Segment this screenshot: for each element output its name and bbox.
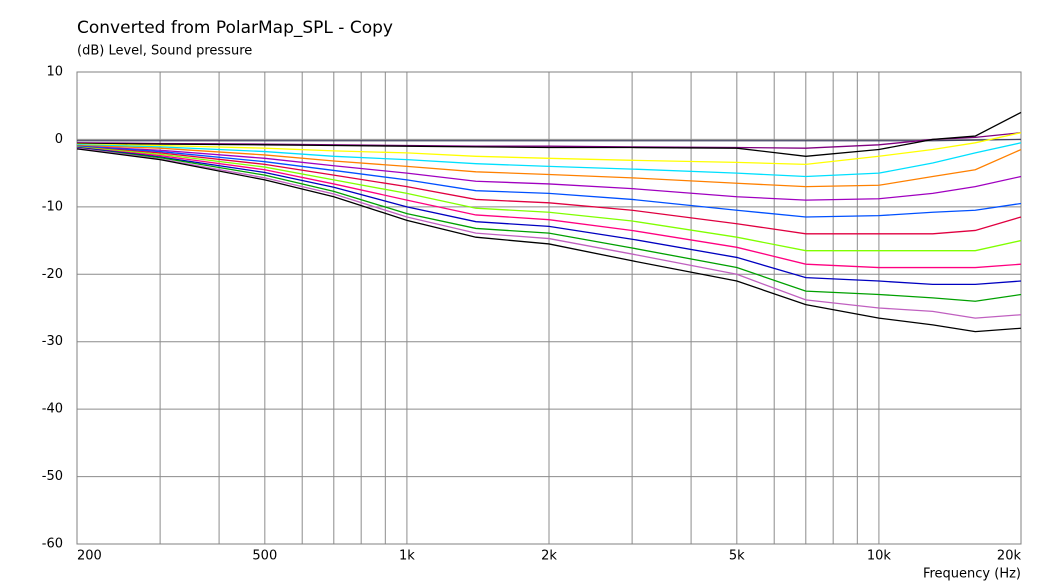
series-line [76, 146, 1022, 235]
x-tick-label: 200 [77, 549, 102, 564]
series-line [76, 145, 1022, 218]
series-line [76, 145, 1022, 201]
x-tick-label: 500 [252, 549, 277, 564]
y-tick-label: -40 [42, 402, 63, 417]
x-axis-label: Frequency (Hz) [923, 567, 1021, 582]
series-line [76, 144, 1022, 188]
x-tick-label: 5k [729, 549, 745, 564]
y-tick-label: -50 [42, 469, 63, 484]
x-tick-label: 2k [541, 549, 557, 564]
series-line [76, 142, 1022, 178]
chart-title: Converted from PolarMap_SPL - Copy [77, 18, 393, 38]
series-line [76, 147, 1022, 319]
y-tick-label: 0 [55, 132, 63, 147]
plot-frame [76, 71, 1022, 545]
series-line [76, 148, 1022, 333]
x-tick-label: 1k [399, 549, 415, 564]
y-tick-label: -30 [42, 334, 63, 349]
y-tick-label: 10 [46, 65, 63, 80]
y-axis-label: (dB) Level, Sound pressure [77, 44, 252, 59]
series-line [76, 111, 1022, 157]
series-line [76, 132, 1022, 149]
y-tick-label: -60 [42, 537, 63, 552]
x-tick-label: 10k [867, 549, 892, 564]
series-line [76, 147, 1022, 302]
y-tick-label: -20 [42, 267, 63, 282]
series-line [76, 146, 1022, 269]
y-tick-label: -10 [42, 199, 63, 214]
series-line [76, 146, 1022, 286]
series-line [76, 146, 1022, 252]
x-tick-label: 20k [997, 549, 1022, 564]
series-line [76, 132, 1022, 166]
